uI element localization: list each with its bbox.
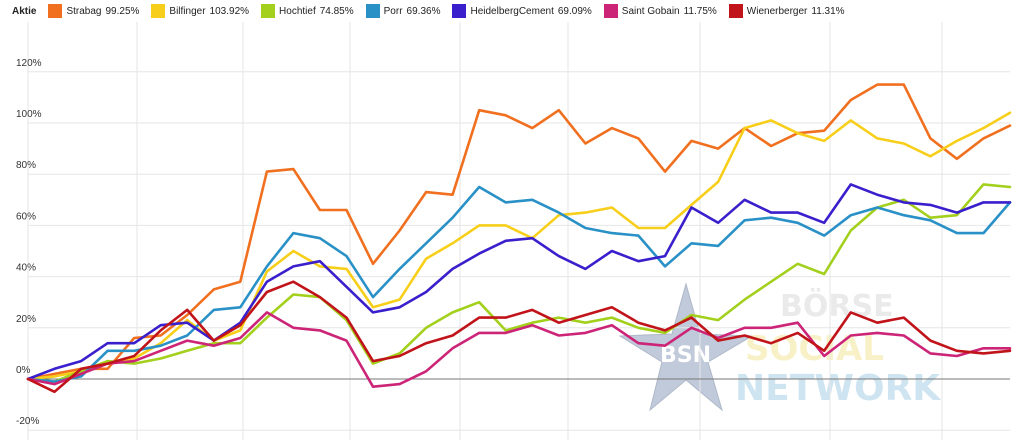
y-tick-label: 40% [16, 263, 36, 274]
series-line-wienerberger[interactable] [26, 280, 1012, 394]
series-line-strabag[interactable] [26, 83, 1012, 381]
legend-title: Aktie [12, 5, 37, 17]
legend: Aktie Strabag 99.25% Bilfinger 103.92% H… [0, 0, 1024, 22]
y-tick-label: 20% [16, 314, 36, 325]
legend-label: Wienerberger [746, 5, 808, 17]
legend-label: Porr [383, 5, 403, 17]
legend-item-porr[interactable]: Porr 69.36% [365, 4, 441, 18]
legend-label: Bilfinger [169, 5, 206, 17]
legend-swatch [48, 4, 63, 18]
legend-swatch [603, 4, 618, 18]
y-tick-label: 80% [16, 160, 36, 171]
legend-pct: 11.75% [683, 5, 717, 17]
y-tick-label: -20% [16, 416, 39, 427]
y-tick-label: 120% [16, 58, 42, 69]
y-tick-label: 100% [16, 109, 42, 120]
watermark-line1: BÖRSE [780, 287, 894, 324]
y-axis-ticks: 120% 100% 80% 60% 40% 20% 0% -20% [16, 58, 42, 427]
legend-item-heidelbergcement[interactable]: HeidelbergCement 69.09% [452, 4, 592, 18]
legend-label: Saint Gobain [621, 5, 680, 17]
bsn-watermark: BSN BÖRSE SOCIAL NETWORK [618, 282, 941, 412]
series-line-hochtief[interactable] [26, 183, 1012, 383]
legend-pct: 74.85% [319, 5, 354, 17]
legend-item-bilfinger[interactable]: Bilfinger 103.92% [151, 4, 249, 18]
legend-swatch [728, 4, 743, 18]
series-line-saint-gobain[interactable] [26, 311, 1012, 389]
series-line-heidelbergcement[interactable] [26, 183, 1012, 381]
watermark-line3: NETWORK [735, 368, 941, 409]
legend-label: Strabag [66, 5, 102, 17]
legend-swatch [151, 4, 166, 18]
legend-pct: 99.25% [105, 5, 140, 17]
legend-pct: 69.36% [406, 5, 441, 17]
series-line-bilfinger[interactable] [26, 111, 1012, 381]
legend-pct: 103.92% [209, 5, 250, 17]
legend-pct: 11.31% [811, 5, 845, 17]
legend-item-wienerberger[interactable]: Wienerberger 11.31% [728, 4, 845, 18]
legend-swatch [365, 4, 380, 18]
legend-label: Hochtief [279, 5, 316, 17]
series-lines [26, 83, 1012, 394]
legend-swatch [452, 4, 467, 18]
watermark-star-icon [618, 282, 754, 412]
legend-swatch [261, 4, 276, 18]
legend-pct: 69.09% [557, 5, 592, 17]
legend-item-strabag[interactable]: Strabag 99.25% [48, 4, 139, 18]
y-tick-label: 0% [16, 365, 31, 376]
watermark-star-text: BSN [660, 343, 711, 368]
y-tick-label: 60% [16, 211, 36, 222]
legend-label: HeidelbergCement [470, 5, 554, 17]
legend-item-saint-gobain[interactable]: Saint Gobain 11.75% [603, 4, 717, 18]
series-line-porr[interactable] [26, 185, 1012, 383]
legend-item-hochtief[interactable]: Hochtief 74.85% [261, 4, 354, 18]
grid [27, 22, 1010, 440]
